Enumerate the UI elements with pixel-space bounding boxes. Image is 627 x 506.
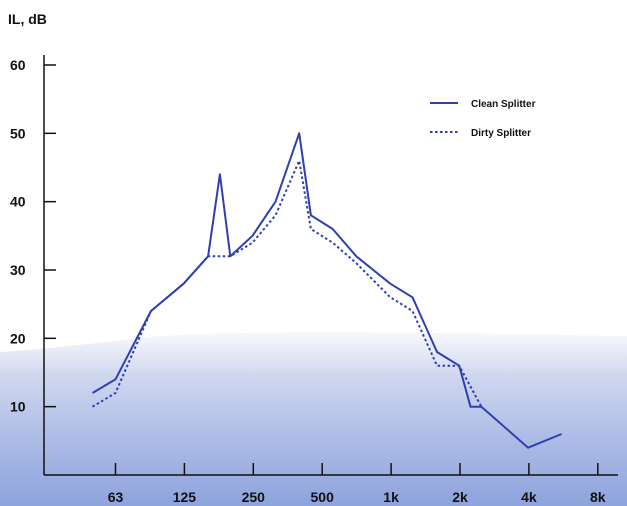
x-tick-label: 500 <box>311 489 335 505</box>
y-tick-label: 30 <box>10 262 26 278</box>
series-layer <box>91 132 562 449</box>
x-tick-label: 250 <box>242 489 266 505</box>
legend-label: Clean Splitter <box>471 99 536 110</box>
x-tick-label: 63 <box>108 489 124 505</box>
y-tick-label: 20 <box>10 330 26 346</box>
background-haze <box>0 332 627 506</box>
axes-layer: 10 20 30 40 50 60 IL, dB 63 125 250 500 1k 2k 4k 8k <box>8 11 618 505</box>
x-tick-label: 125 <box>173 489 197 505</box>
legend: Clean Splitter Dirty Splitter <box>430 99 536 139</box>
x-tick-label: 1k <box>383 489 399 505</box>
x-tick-label: 8k <box>590 489 606 505</box>
y-tick-label: 10 <box>10 399 26 415</box>
y-tick-label: 40 <box>10 194 26 210</box>
y-axis-title: IL, dB <box>8 11 47 27</box>
background-layer <box>0 332 627 506</box>
legend-label: Dirty Splitter <box>471 128 531 139</box>
y-tick-label: 60 <box>10 57 26 73</box>
x-tick-label: 4k <box>521 489 537 505</box>
y-tick-label: 50 <box>10 125 26 141</box>
x-tick-label: 2k <box>452 489 468 505</box>
